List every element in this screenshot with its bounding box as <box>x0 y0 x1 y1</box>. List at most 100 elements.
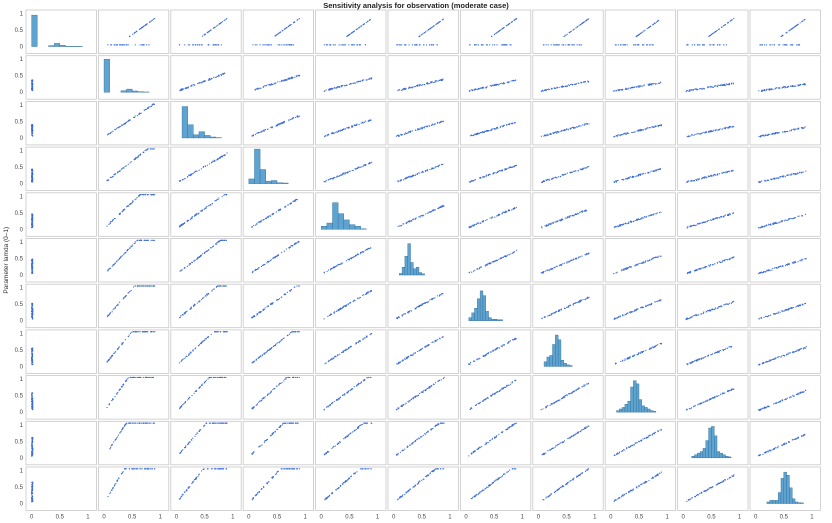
scatter-point <box>625 133 628 135</box>
scatter-point <box>548 133 551 135</box>
scatter-point <box>650 214 652 217</box>
scatter-point <box>253 315 255 317</box>
scatter-point <box>31 172 34 174</box>
scatter-point <box>150 20 152 22</box>
panel-5-7 <box>532 238 604 283</box>
scatter-point <box>793 172 795 175</box>
scatter-point <box>364 163 366 166</box>
scatter-point <box>184 312 186 314</box>
scatter-point <box>196 170 198 172</box>
scatter-point <box>790 85 792 87</box>
scatter-point <box>586 166 588 168</box>
scatter-point <box>730 19 732 21</box>
panel-frame <box>315 146 387 192</box>
scatter-point <box>774 267 776 269</box>
panel-frame <box>25 146 97 192</box>
scatter-point <box>558 44 560 46</box>
panel-frame <box>532 101 604 146</box>
scatter-point <box>691 225 693 227</box>
scatter-point <box>617 225 620 228</box>
scatter-point <box>774 132 777 134</box>
scatter-point <box>220 156 223 158</box>
scatter-point <box>495 172 497 174</box>
scatter-point <box>357 81 359 83</box>
scatter-point <box>225 285 227 287</box>
scatter-point <box>586 123 588 125</box>
scatter-point <box>708 265 710 267</box>
scatter-point <box>485 130 487 132</box>
scatter-point <box>350 125 353 127</box>
scatter-point <box>802 258 804 260</box>
scatter-point <box>150 148 152 150</box>
scatter-point <box>369 247 371 249</box>
scatter-point <box>760 135 762 137</box>
scatter-point <box>614 44 616 46</box>
scatter-point <box>559 310 561 312</box>
scatter-point <box>420 128 422 130</box>
scatter-point <box>804 258 806 260</box>
scatter-point <box>196 258 198 260</box>
scatter-point <box>782 44 784 46</box>
scatter-point <box>285 27 287 29</box>
scatter-point <box>368 119 370 121</box>
panel-frame <box>604 146 677 192</box>
scatter-point <box>545 270 547 272</box>
scatter-point <box>560 309 562 311</box>
scatter-point <box>195 213 198 215</box>
scatter-point <box>287 204 289 206</box>
scatter-point <box>32 258 34 260</box>
scatter-point <box>31 177 34 179</box>
scatter-point <box>761 44 764 46</box>
scatter-point <box>223 194 225 196</box>
scatter-point <box>620 225 622 227</box>
scatter-point <box>191 261 193 263</box>
scatter-point <box>398 89 400 91</box>
scatter-point <box>635 44 637 46</box>
scatter-point <box>431 26 434 28</box>
scatter-point <box>223 72 225 74</box>
scatter-point <box>351 126 354 128</box>
scatter-point <box>327 315 329 317</box>
scatter-point <box>731 170 733 172</box>
scatter-point <box>330 268 332 270</box>
scatter-point <box>547 315 549 317</box>
histogram-bar <box>399 273 403 276</box>
panel-frame <box>459 55 532 100</box>
scatter-point <box>574 83 576 86</box>
scatter-point <box>617 316 619 319</box>
scatter-point <box>567 306 570 308</box>
scatter-point <box>402 88 404 90</box>
scatter-point <box>706 131 708 134</box>
scatter-point <box>355 29 357 31</box>
scatter-point <box>725 83 728 85</box>
scatter-point <box>729 257 731 260</box>
scatter-point <box>582 124 584 126</box>
scatter-point <box>144 239 146 241</box>
scatter-point <box>267 84 269 86</box>
scatter-point <box>801 260 803 262</box>
scatter-point <box>506 81 508 83</box>
scatter-point <box>727 126 729 128</box>
scatter-point <box>366 21 368 23</box>
scatter-point <box>798 44 801 46</box>
scatter-point <box>488 129 490 132</box>
scatter-point <box>436 23 438 25</box>
scatter-point <box>759 271 762 274</box>
scatter-point <box>487 130 489 132</box>
scatter-point <box>107 44 109 46</box>
scatter-point <box>336 265 338 267</box>
scatter-point <box>195 214 197 216</box>
histogram-bar <box>120 90 127 93</box>
scatter-point <box>141 285 144 287</box>
panel-6-3 <box>242 283 314 329</box>
scatter-point <box>355 168 357 170</box>
scatter-point <box>500 82 502 84</box>
scatter-point <box>31 318 34 320</box>
scatter-point <box>713 129 715 131</box>
panel-frame <box>604 55 677 100</box>
scatter-point <box>651 83 653 85</box>
scatter-point <box>471 89 474 91</box>
scatter-point <box>405 87 407 89</box>
scatter-point <box>775 87 777 89</box>
scatter-point <box>433 297 435 299</box>
